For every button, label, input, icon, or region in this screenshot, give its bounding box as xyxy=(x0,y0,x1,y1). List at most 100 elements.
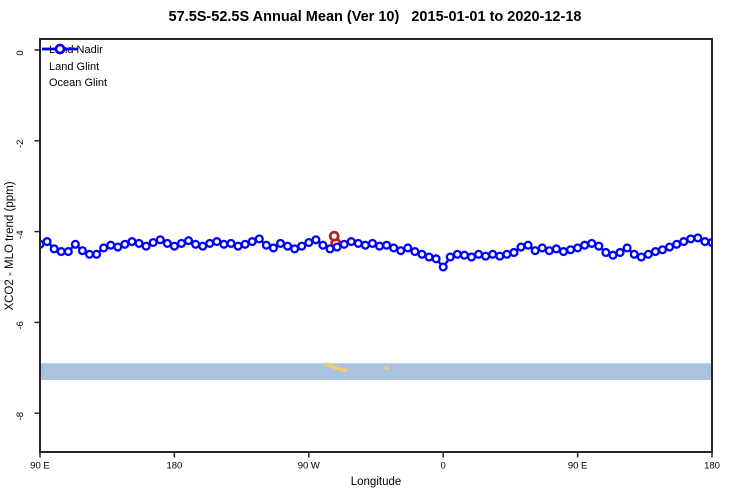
ocean-glint-point xyxy=(290,244,300,254)
ocean-glint-point xyxy=(374,241,385,251)
chart-title: 57.5S-52.5S Annual Mean (Ver 10) 2015-01… xyxy=(168,9,582,25)
ocean-glint-point xyxy=(615,247,625,258)
ocean-glint-point xyxy=(127,237,137,247)
ocean-glint-point xyxy=(141,241,151,251)
ocean-glint-point xyxy=(565,245,576,255)
ocean-glint-point xyxy=(275,238,286,248)
ocean-glint-point xyxy=(481,251,491,261)
series-layer xyxy=(41,230,711,272)
y-tick-label: -6 xyxy=(15,321,26,329)
ocean-glint-point xyxy=(49,244,59,254)
ocean-glint-point xyxy=(403,243,413,253)
ocean-glint-point xyxy=(452,249,462,259)
ocean-glint-point xyxy=(162,238,172,248)
ocean-glint-point xyxy=(339,239,349,249)
ocean-glint-point xyxy=(594,241,604,251)
scatter-mark xyxy=(332,365,337,369)
ocean-glint-point xyxy=(580,240,590,250)
ocean-glint-point xyxy=(247,237,257,247)
legend-label: Land Glint xyxy=(49,60,100,73)
ocean-glint-point xyxy=(509,247,519,258)
plot-box xyxy=(39,38,713,453)
ocean-glint-point xyxy=(693,233,703,243)
ocean-glint-point xyxy=(42,237,52,247)
ocean-glint-point xyxy=(431,254,441,264)
ocean-glint-point xyxy=(488,249,498,259)
ocean-glint-point xyxy=(629,249,639,259)
x-tick-label: 180 xyxy=(166,461,182,472)
ocean-glint-point xyxy=(113,242,123,252)
ocean-glint-point xyxy=(665,242,675,252)
ocean-glint-point xyxy=(643,249,653,259)
ocean-glint-point xyxy=(537,243,547,253)
ocean-glint-point xyxy=(445,252,455,262)
ocean-glint-marker-icon xyxy=(42,43,78,55)
ocean-glint-point xyxy=(297,241,307,251)
ocean-glint-point xyxy=(56,247,66,257)
ocean-glint-point xyxy=(261,240,271,250)
ocean-glint-point xyxy=(424,252,434,262)
y-tick-label: -8 xyxy=(15,412,26,420)
ocean-glint-point xyxy=(636,252,646,262)
ocean-glint-point xyxy=(155,235,165,245)
ocean-glint-point xyxy=(318,240,328,250)
legend-label: Ocean Glint xyxy=(49,77,108,90)
ocean-glint-point xyxy=(622,243,632,253)
land-nadir-point xyxy=(328,230,340,242)
ocean-glint-point xyxy=(268,243,278,253)
ocean-glint-point xyxy=(176,238,187,248)
x-tick-label: 0 xyxy=(441,461,446,472)
ocean-glint-point xyxy=(587,238,597,248)
ocean-glint-point xyxy=(650,247,660,257)
ocean-glint-point xyxy=(686,234,696,244)
ocean-glint-point xyxy=(183,236,194,246)
scatter-mark xyxy=(384,366,389,370)
ocean-glint-point xyxy=(346,237,356,247)
highlight-band xyxy=(41,363,711,381)
ocean-glint-point xyxy=(466,252,477,262)
ocean-glint-point xyxy=(573,243,583,253)
ocean-glint-point xyxy=(226,238,236,248)
ocean-glint-point xyxy=(99,243,109,253)
x-tick-label: 90 E xyxy=(30,461,50,472)
ocean-glint-point xyxy=(254,234,264,244)
ocean-glint-point xyxy=(700,237,710,247)
ocean-glint-point xyxy=(353,238,363,248)
ocean-glint-point xyxy=(608,250,618,260)
x-tick-label: 180 xyxy=(704,461,720,472)
ocean-glint-point xyxy=(410,247,420,257)
ocean-glint-point xyxy=(77,246,87,256)
ocean-glint-point xyxy=(106,240,116,250)
y-tick-label: -4 xyxy=(15,230,26,238)
ocean-glint-point xyxy=(474,249,484,259)
legend-item-land-glint: Land Glint xyxy=(41,43,107,75)
ocean-glint-point xyxy=(523,240,533,250)
ocean-glint-point xyxy=(63,247,73,257)
ocean-glint-point xyxy=(544,246,554,256)
ocean-glint-point xyxy=(84,249,95,259)
scatter-mark xyxy=(339,367,345,372)
ocean-glint-point xyxy=(551,244,561,254)
scatter-mark xyxy=(335,366,340,371)
ocean-glint-point xyxy=(417,249,427,259)
ocean-glint-point xyxy=(198,241,208,251)
y-tick-label: -2 xyxy=(15,140,26,148)
ocean-glint-point xyxy=(396,246,406,256)
ocean-glint-point xyxy=(438,262,448,272)
ocean-glint-point xyxy=(679,237,689,247)
ocean-glint-point xyxy=(219,239,229,249)
ocean-glint-point xyxy=(657,245,668,255)
scatter-mark xyxy=(324,362,330,367)
ocean-glint-point xyxy=(707,238,711,247)
scatter-mark xyxy=(342,368,348,373)
ocean-glint-point xyxy=(283,241,293,251)
scatter-mark xyxy=(329,364,334,368)
ocean-glint-point xyxy=(459,250,469,260)
y-tick-label: 0 xyxy=(15,50,26,55)
ocean-glint-point xyxy=(495,251,505,261)
ocean-glint-point xyxy=(120,239,130,249)
ocean-glint-point xyxy=(134,238,144,248)
ocean-glint-point xyxy=(516,242,526,252)
